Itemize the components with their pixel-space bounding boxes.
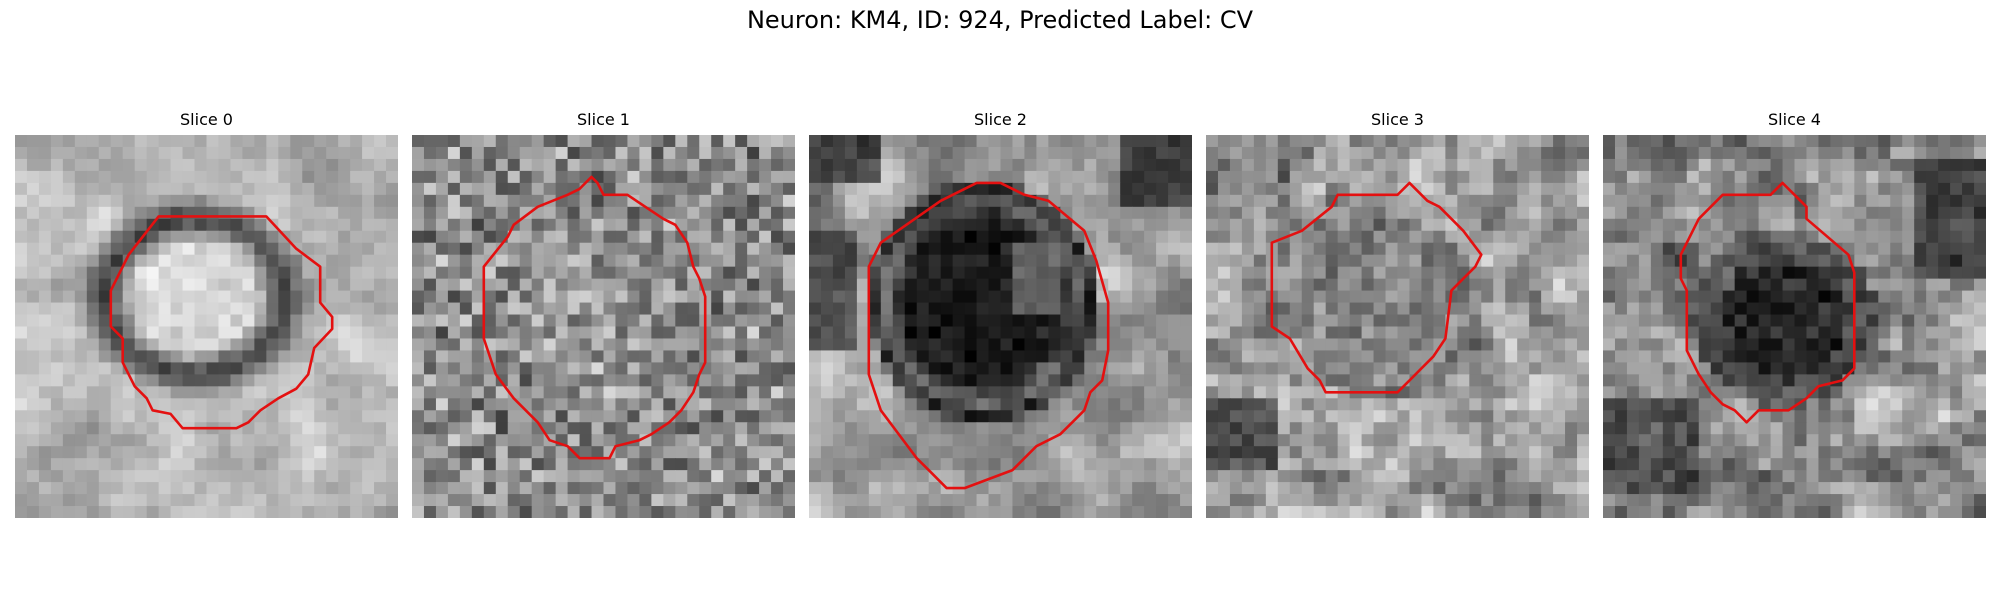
segmentation-contour bbox=[1679, 181, 1856, 424]
slice-panel-1: Slice 1 bbox=[412, 108, 795, 518]
slice-image bbox=[15, 135, 398, 518]
slice-title: Slice 4 bbox=[1768, 110, 1821, 129]
slice-panel-2: Slice 2 bbox=[809, 108, 1192, 518]
slice-title: Slice 1 bbox=[577, 110, 630, 129]
segmentation-contour bbox=[1270, 181, 1483, 394]
slice-panel-4: Slice 4 bbox=[1603, 108, 1986, 518]
figure-title: Neuron: KM4, ID: 924, Predicted Label: C… bbox=[746, 6, 1254, 34]
slice-panel-0: Slice 0 bbox=[15, 108, 398, 518]
slice-title: Slice 0 bbox=[180, 110, 233, 129]
slice-image bbox=[412, 135, 795, 518]
slice-panel-3: Slice 3 bbox=[1206, 108, 1589, 518]
segmentation-contour bbox=[867, 181, 1110, 490]
slice-image bbox=[1603, 135, 1986, 518]
slice-image bbox=[1206, 135, 1589, 518]
segmentation-contour bbox=[109, 215, 334, 430]
segmentation-contour bbox=[482, 175, 707, 460]
slice-title: Slice 3 bbox=[1371, 110, 1424, 129]
slice-title: Slice 2 bbox=[974, 110, 1027, 129]
slice-image bbox=[809, 135, 1192, 518]
